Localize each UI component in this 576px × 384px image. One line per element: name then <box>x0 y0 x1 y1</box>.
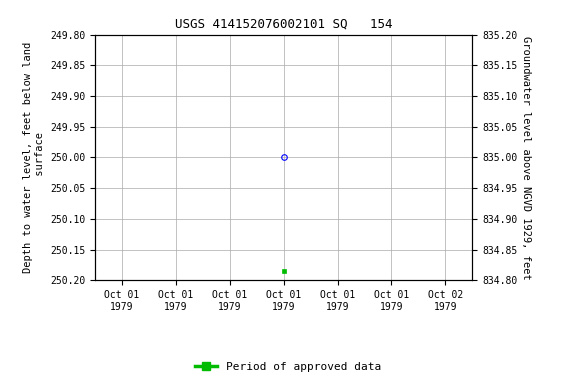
Title: USGS 414152076002101 SQ   154: USGS 414152076002101 SQ 154 <box>175 18 392 31</box>
Y-axis label: Groundwater level above NGVD 1929, feet: Groundwater level above NGVD 1929, feet <box>521 36 531 279</box>
Y-axis label: Depth to water level, feet below land
 surface: Depth to water level, feet below land su… <box>23 42 44 273</box>
Legend: Period of approved data: Period of approved data <box>191 358 385 377</box>
